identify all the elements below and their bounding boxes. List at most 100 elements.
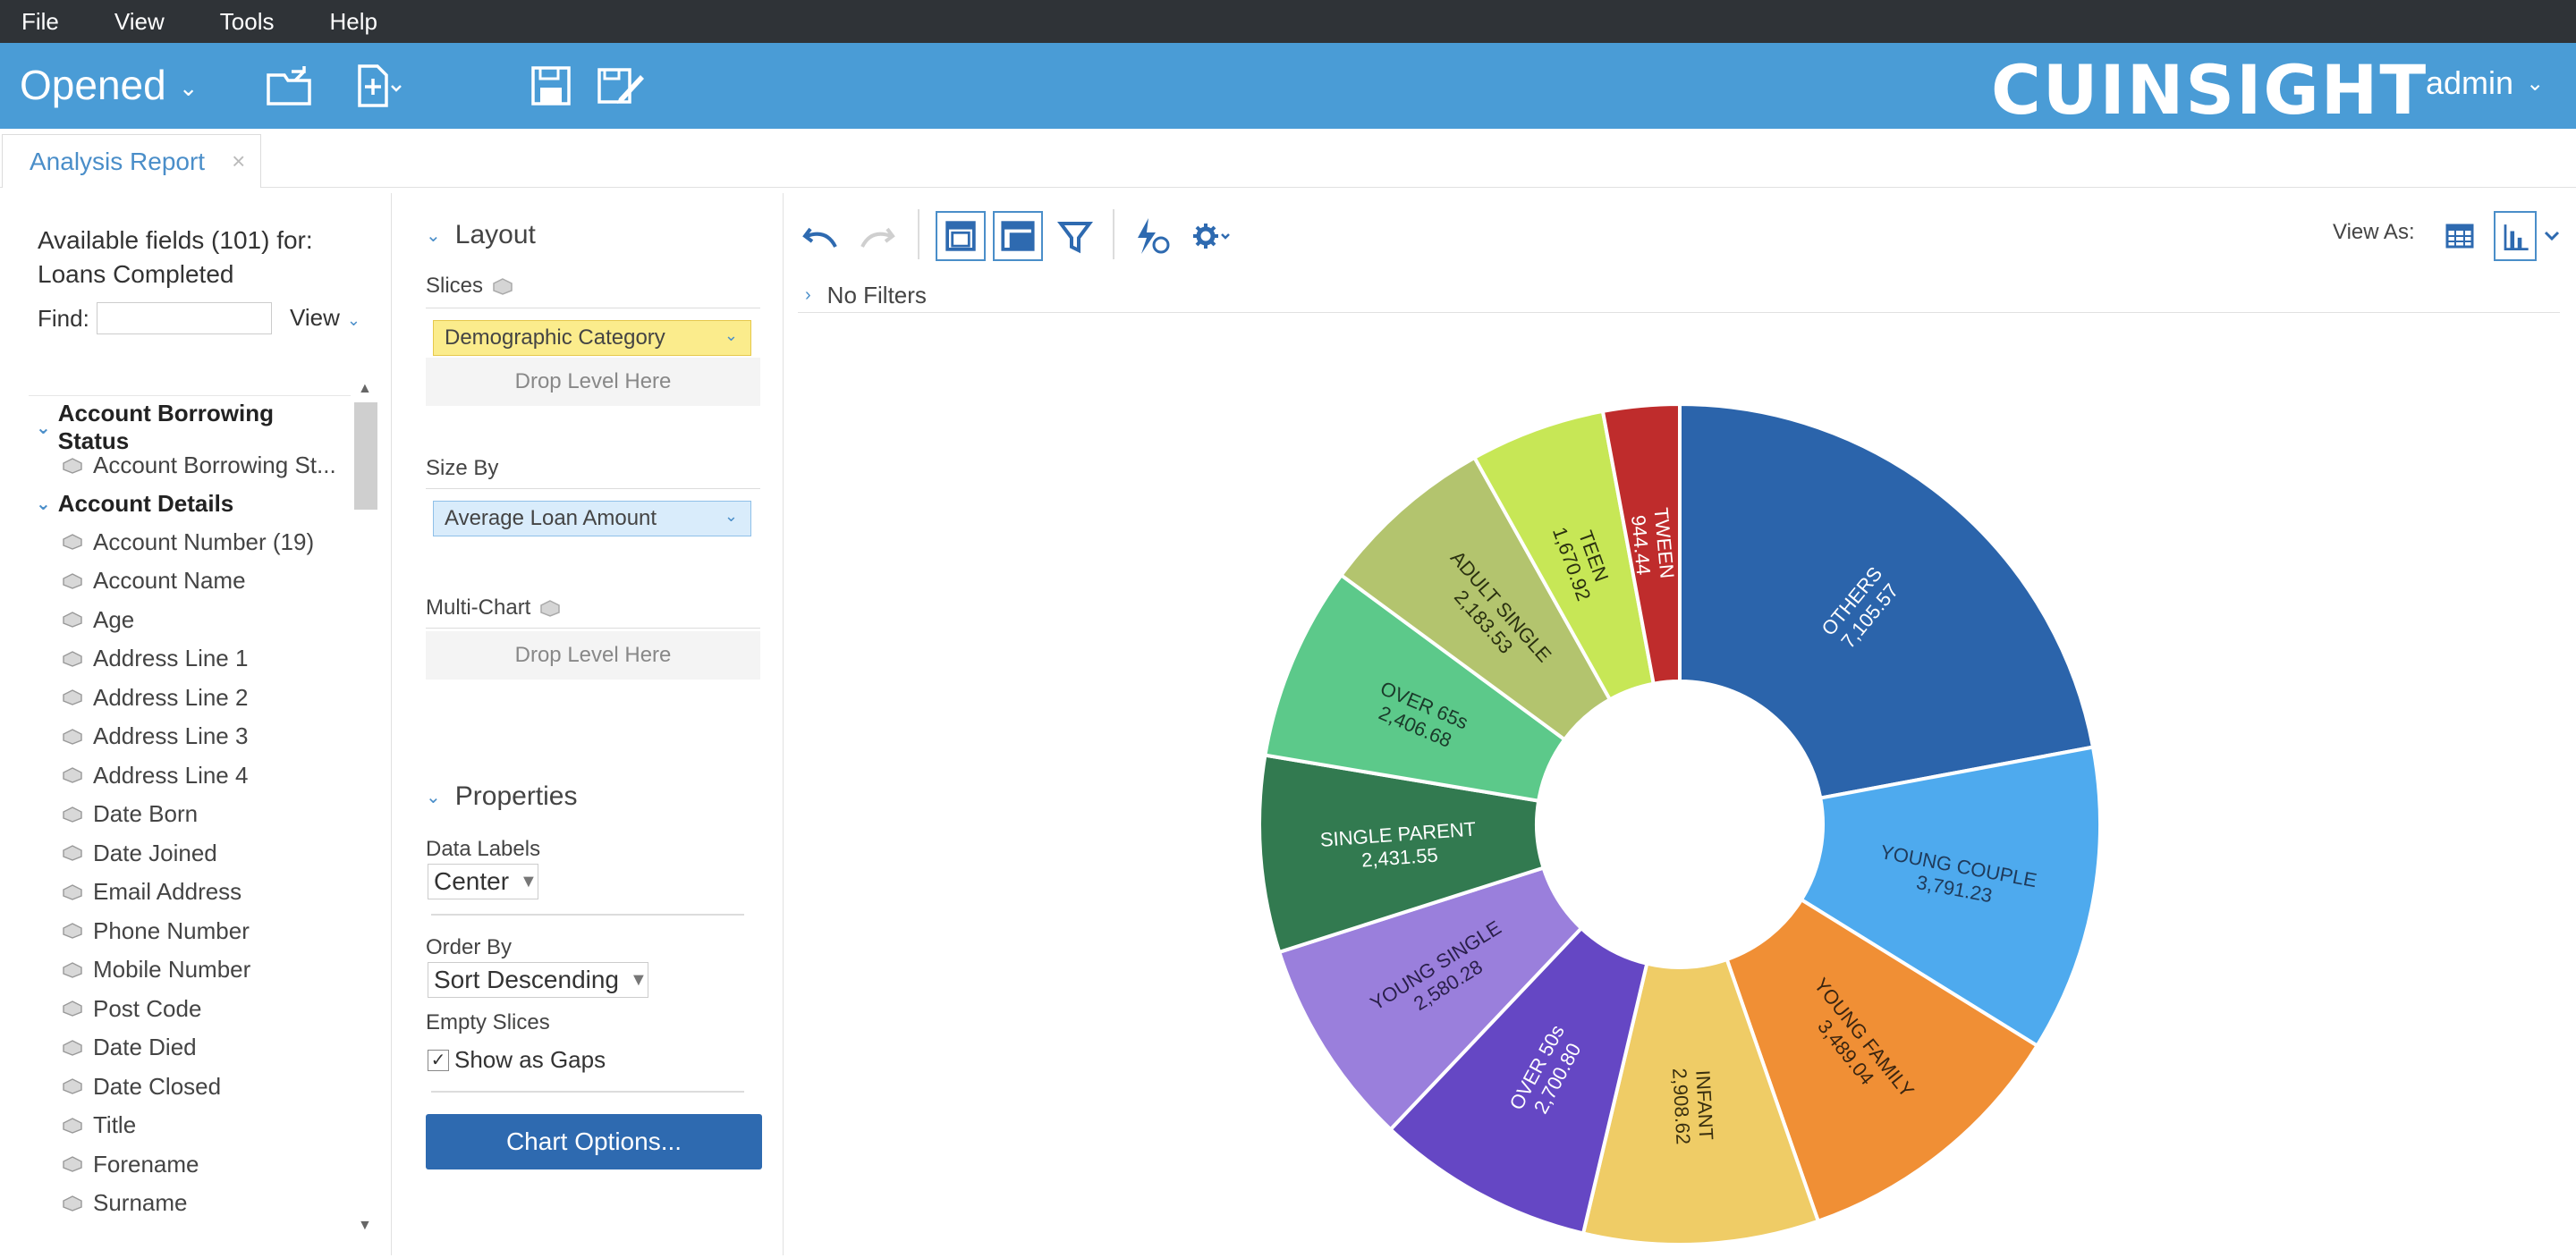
- field-item[interactable]: Account Name: [29, 561, 351, 601]
- field-item[interactable]: Account Number (19): [29, 523, 351, 562]
- donut-slice-young-single[interactable]: [1276, 865, 1584, 1132]
- field-item[interactable]: Address Line 3: [29, 717, 351, 756]
- multichart-drop-zone[interactable]: Drop Level Here: [426, 631, 760, 680]
- available-fields-heading: Available fields (101) for: Loans Comple…: [38, 224, 313, 291]
- find-input[interactable]: [96, 302, 272, 334]
- field-cube-icon: [63, 650, 82, 667]
- close-icon[interactable]: ×: [232, 148, 246, 174]
- show-gaps-checkbox-row[interactable]: ✓ Show as Gaps: [428, 1046, 606, 1074]
- filters-text: No Filters: [826, 282, 927, 308]
- view-dropdown[interactable]: View ⌄: [290, 304, 360, 332]
- donut-slice-others[interactable]: [1678, 401, 2096, 800]
- field-item[interactable]: Account Borrowing St...: [29, 446, 351, 485]
- field-item[interactable]: Age: [29, 601, 351, 640]
- field-item[interactable]: Title: [29, 1106, 351, 1145]
- donut-slice-over-50s[interactable]: [1387, 925, 1649, 1236]
- field-item[interactable]: Date Closed: [29, 1068, 351, 1107]
- checkbox[interactable]: ✓: [428, 1049, 449, 1071]
- grid-view-icon[interactable]: [2435, 211, 2485, 261]
- table-layout-icon[interactable]: [993, 211, 1043, 261]
- data-labels-value: Center: [434, 867, 510, 895]
- multichart-label-row: Multi-Chart: [426, 595, 561, 621]
- scroll-down-icon[interactable]: ▼: [358, 1218, 372, 1233]
- scroll-up-icon[interactable]: ▲: [358, 381, 372, 396]
- tree-scrollbar[interactable]: ▲ ▼: [354, 381, 377, 1239]
- donut-slice-over-65s[interactable]: [1263, 572, 1567, 803]
- field-group-header[interactable]: ⌄ Account Details: [29, 485, 351, 523]
- field-label: Account Number (19): [93, 528, 315, 555]
- donut-slice-young-family[interactable]: [1724, 897, 2040, 1224]
- field-item[interactable]: Address Line 2: [29, 679, 351, 718]
- properties-section-header[interactable]: ⌄ Properties: [426, 781, 578, 812]
- field-item[interactable]: Address Line 1: [29, 639, 351, 679]
- find-label: Find:: [38, 304, 89, 332]
- field-item[interactable]: Date Joined: [29, 834, 351, 874]
- donut-slice-young-couple[interactable]: [1799, 745, 2102, 1049]
- redo-icon[interactable]: [852, 211, 902, 261]
- layout-panel-toggle-icon[interactable]: [936, 211, 986, 261]
- layout-panel: ⌄ Layout Slices Demographic Category ⌄ D…: [394, 193, 784, 1255]
- chevron-down-icon: ⌄: [178, 73, 199, 101]
- donut-slice-adult-single[interactable]: [1338, 455, 1613, 742]
- layout-title: Layout: [454, 220, 536, 249]
- menu-help[interactable]: Help: [329, 7, 377, 35]
- menu-file[interactable]: File: [21, 7, 59, 35]
- field-group-header[interactable]: ⌄ Account Borrowing Status: [29, 400, 351, 454]
- refresh-lightning-icon[interactable]: [1125, 211, 1175, 261]
- filter-icon[interactable]: [1050, 211, 1100, 261]
- menu-tools[interactable]: Tools: [219, 7, 275, 35]
- divider: [431, 914, 744, 916]
- order-by-value: Sort Descending: [434, 966, 620, 993]
- field-label: Date Born: [93, 800, 199, 828]
- chevron-down-icon[interactable]: [2538, 211, 2565, 261]
- chart-options-button[interactable]: Chart Options...: [426, 1114, 762, 1169]
- tab-analysis-report[interactable]: Analysis Report ×: [2, 134, 261, 188]
- field-cube-icon: [63, 1000, 82, 1017]
- field-label: Age: [93, 605, 135, 633]
- donut-slice-infant[interactable]: [1580, 957, 1821, 1246]
- find-row: Find:: [38, 302, 272, 334]
- available-source: Loans Completed: [38, 260, 234, 288]
- save-icon[interactable]: [528, 63, 578, 109]
- layout-section-header[interactable]: ⌄ Layout: [426, 220, 536, 250]
- field-cube-icon: [63, 457, 82, 474]
- divider: [426, 488, 760, 489]
- donut-slice-tween[interactable]: [1600, 401, 1682, 687]
- field-tree: ⌄ Account Borrowing Status Account Borrowi…: [29, 395, 351, 1245]
- gear-icon[interactable]: [1184, 211, 1234, 261]
- menu-view[interactable]: View: [114, 7, 165, 35]
- field-label: Date Died: [93, 1034, 197, 1061]
- multichart-label: Multi-Chart: [426, 595, 531, 620]
- field-item[interactable]: Address Line 4: [29, 756, 351, 796]
- field-item[interactable]: Email Address: [29, 873, 351, 912]
- field-item[interactable]: Surname: [29, 1184, 351, 1223]
- user-menu[interactable]: admin ⌄: [2426, 64, 2544, 102]
- open-folder-icon[interactable]: [265, 63, 315, 109]
- field-item[interactable]: Forename: [29, 1145, 351, 1185]
- size-by-dropdown[interactable]: Average Loan Amount ⌄: [433, 501, 751, 536]
- slices-drop-zone[interactable]: Drop Level Here: [426, 358, 760, 406]
- slices-dropdown[interactable]: Demographic Category ⌄: [433, 320, 751, 356]
- order-by-select[interactable]: Sort Descending ▼: [428, 962, 648, 998]
- opened-dropdown[interactable]: Opened ⌄: [20, 61, 199, 109]
- data-labels-select[interactable]: Center ▼: [428, 864, 538, 899]
- field-group-label: Account Borrowing Status: [57, 400, 274, 454]
- field-item[interactable]: Date Born: [29, 795, 351, 834]
- field-item[interactable]: Phone Number: [29, 912, 351, 951]
- save-as-icon[interactable]: [594, 63, 644, 109]
- field-item[interactable]: Mobile Number: [29, 950, 351, 990]
- field-cube-icon: [63, 961, 82, 978]
- new-document-icon[interactable]: [354, 63, 404, 109]
- field-item[interactable]: Post Code: [29, 990, 351, 1029]
- field-label: Address Line 2: [93, 683, 249, 711]
- opened-label: Opened: [20, 62, 166, 108]
- undo-icon[interactable]: [796, 211, 846, 261]
- field-item[interactable]: Date Died: [29, 1028, 351, 1068]
- filters-bar[interactable]: › No Filters: [798, 279, 2560, 313]
- scroll-thumb[interactable]: [354, 402, 377, 510]
- field-cube-icon: [63, 612, 82, 629]
- chart-view-icon[interactable]: [2494, 211, 2537, 261]
- donut-slice-single-parent[interactable]: [1258, 753, 1546, 955]
